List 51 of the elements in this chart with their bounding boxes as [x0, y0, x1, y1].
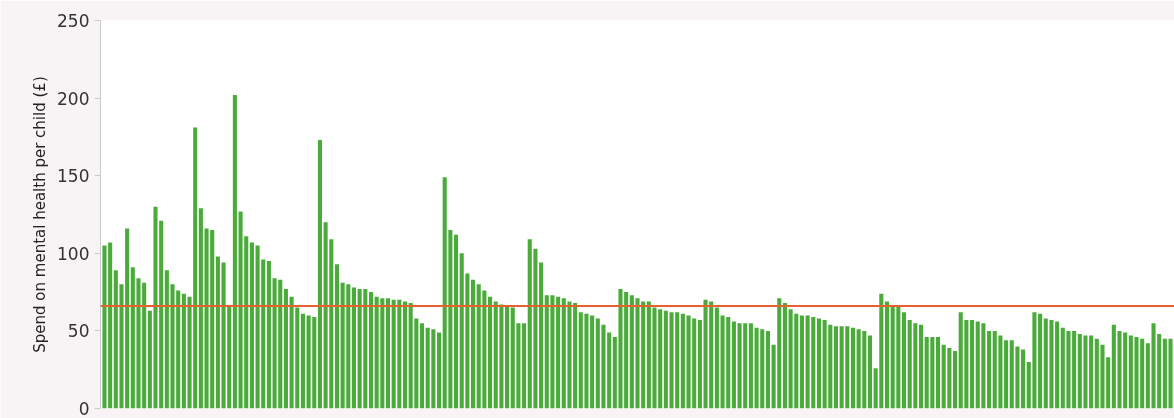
bar [436, 332, 442, 409]
y-tick-label: 50 [67, 321, 90, 342]
bar [918, 324, 924, 409]
y-axis-title: Spend on mental health per child (£) [31, 76, 50, 353]
bar [816, 318, 821, 409]
bar [454, 234, 459, 409]
bar [488, 296, 493, 409]
bar [505, 306, 510, 409]
bar [385, 298, 391, 409]
bar [799, 315, 804, 409]
bar [419, 323, 425, 409]
y-tick-label: 0 [78, 399, 90, 418]
bar [300, 313, 305, 409]
bar [884, 301, 890, 409]
bar [748, 323, 753, 409]
bar [782, 302, 787, 409]
bar [283, 289, 288, 409]
bar [697, 320, 702, 409]
bar [936, 337, 941, 409]
bar [970, 320, 975, 409]
bar [522, 323, 527, 409]
bar [232, 95, 237, 409]
bar [953, 351, 958, 409]
bar [731, 321, 736, 409]
bar [402, 301, 408, 409]
bar [987, 330, 992, 409]
bar [1055, 321, 1060, 409]
bar [833, 326, 839, 409]
bar [215, 256, 220, 409]
bar [714, 307, 719, 409]
bar [1021, 349, 1026, 409]
bar [539, 262, 544, 409]
bar [266, 261, 271, 409]
y-tick-label: 250 [57, 11, 90, 31]
bar [901, 312, 907, 409]
y-tick-label: 100 [57, 243, 90, 264]
bar [317, 140, 322, 409]
bar [334, 264, 339, 409]
bar [1004, 340, 1009, 409]
bar [867, 335, 873, 409]
bar [471, 279, 476, 409]
y-tick-label: 200 [57, 88, 90, 109]
bar [556, 296, 561, 409]
bar [249, 242, 254, 409]
bar [351, 287, 357, 409]
y-tick-label: 150 [57, 166, 90, 187]
bar [1038, 313, 1043, 409]
bar [573, 302, 578, 409]
bar [368, 292, 374, 409]
bar [765, 330, 770, 409]
bar [850, 327, 856, 409]
